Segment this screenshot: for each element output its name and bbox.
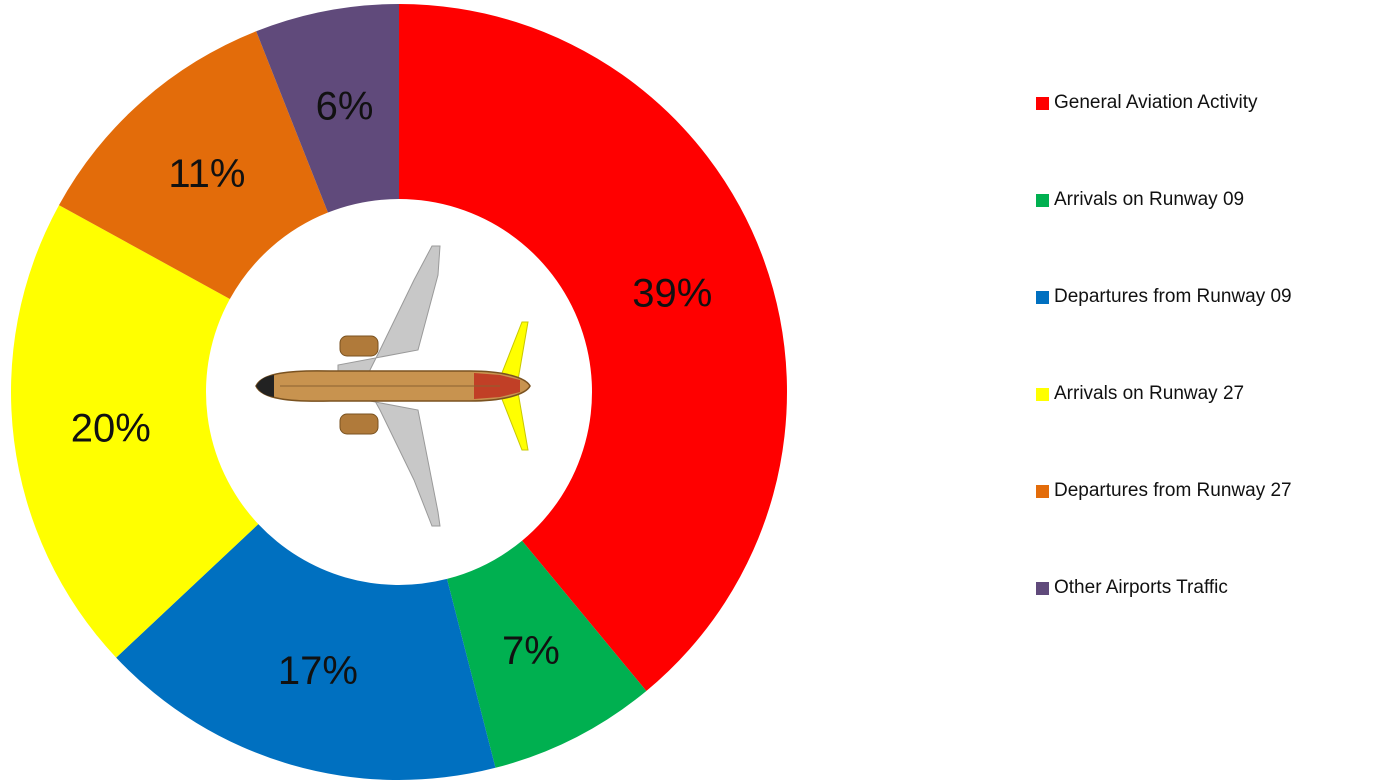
legend-label: General Aviation Activity: [1054, 92, 1258, 113]
donut-slices: [10, 4, 787, 780]
slice-arrivals-on-runway-27: [10, 205, 259, 658]
legend-item-other-airports-traffic: Other Airports Traffic: [1036, 573, 1228, 603]
legend-item-arrivals-on-runway-27: Arrivals on Runway 27: [1036, 379, 1244, 409]
legend-item-departures-from-runway-27: Departures from Runway 27: [1036, 476, 1292, 506]
legend-item-general-aviation-activity: General Aviation Activity: [1036, 88, 1257, 118]
data-label-arrivals-on-runway-09: 7%: [502, 629, 560, 673]
slice-departures-from-runway-27: [58, 31, 328, 300]
legend-swatch: [1036, 290, 1049, 304]
slice-labels: 39% 7% 17% 20% 11% 6%: [71, 85, 713, 693]
slice-arrivals-on-runway-09: [446, 540, 647, 768]
legend-label: Departures from Runway 27: [1054, 480, 1292, 501]
legend-item-arrivals-on-runway-09: Arrivals on Runway 09: [1036, 185, 1244, 215]
data-label-departures-from-runway-27: 11%: [168, 152, 245, 196]
legend-swatch: [1036, 387, 1049, 401]
legend-label: Other Airports Traffic: [1054, 577, 1228, 598]
legend-swatch: [1036, 193, 1049, 207]
legend-swatch: [1036, 484, 1049, 498]
slice-departures-from-runway-09: [116, 524, 496, 780]
slice-general-aviation-activity: [399, 4, 787, 691]
slice-other-airports-traffic: [256, 4, 399, 213]
legend-swatch: [1036, 96, 1049, 110]
data-label-departures-from-runway-09: 17%: [278, 649, 358, 693]
legend-label: Arrivals on Runway 27: [1054, 383, 1245, 404]
data-label-arrivals-on-runway-27: 20%: [71, 406, 151, 450]
data-label-other-airports-traffic: 6%: [316, 85, 374, 129]
legend-label: Arrivals on Runway 09: [1054, 189, 1245, 210]
legend-swatch: [1036, 581, 1049, 595]
legend-item-departures-from-runway-09: Departures from Runway 09: [1036, 282, 1292, 312]
legend-label: Departures from Runway 09: [1054, 286, 1292, 307]
data-label-general-aviation-activity: 39%: [632, 272, 712, 316]
airplane-icon: [255, 245, 531, 527]
